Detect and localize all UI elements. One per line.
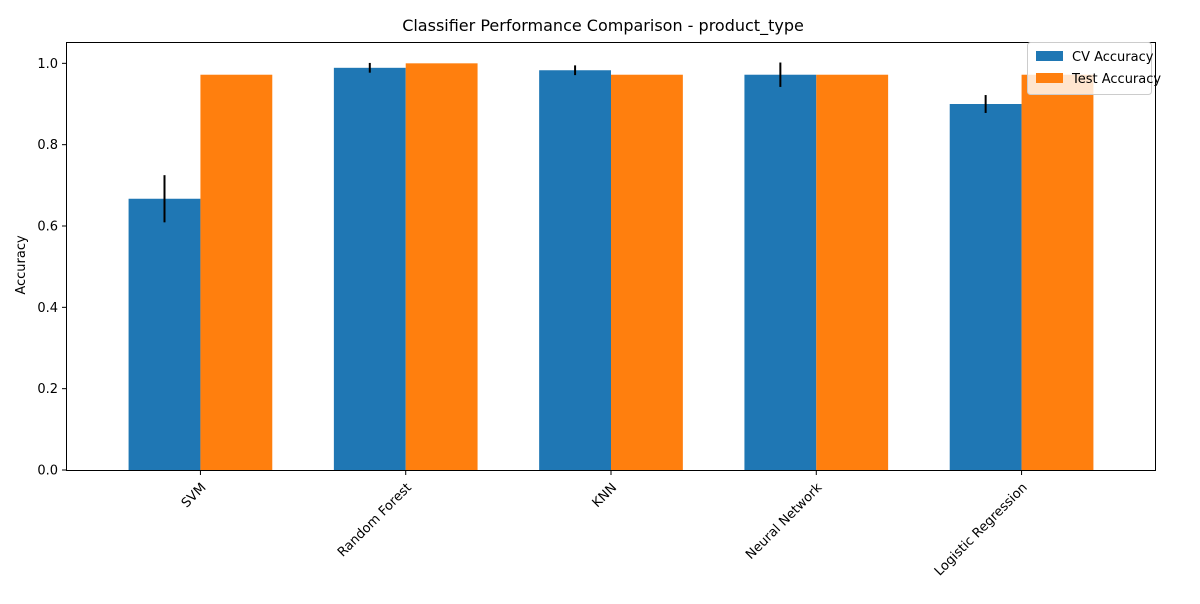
legend-swatch-cv-accuracy	[1036, 51, 1063, 61]
chart-title: Classifier Performance Comparison - prod…	[402, 16, 804, 36]
bar-cv-accuracy-logistic-regression	[949, 104, 1022, 470]
y-tick-label: 0.4	[37, 301, 58, 316]
bars-layer	[128, 63, 1094, 470]
bar-cv-accuracy-svm	[128, 198, 201, 470]
legend-swatch-test-accuracy	[1036, 73, 1063, 83]
y-tick-label: 0.0	[37, 464, 58, 479]
plot-frame	[66, 42, 1156, 471]
bar-cv-accuracy-knn	[539, 70, 611, 470]
bar-test-accuracy-svm	[200, 74, 273, 470]
legend: CV Accuracy Test Accuracy	[1027, 42, 1161, 95]
legend-entries: CV Accuracy Test Accuracy	[1036, 50, 1161, 87]
error-bars-layer	[163, 62, 987, 223]
bar-test-accuracy-random-forest	[405, 63, 478, 470]
bar-cv-accuracy-neural-network	[744, 74, 817, 470]
bar-test-accuracy-knn	[611, 74, 683, 470]
bar-test-accuracy-logistic-regression	[1021, 74, 1094, 470]
bar-cv-accuracy-random-forest	[333, 67, 406, 470]
y-tick-label: 0.2	[37, 382, 58, 397]
y-tick-label: 0.6	[37, 220, 58, 235]
y-tick-label: 1.0	[37, 57, 58, 72]
y-axis-label: Accuracy	[14, 235, 29, 295]
legend-label-test-accuracy: Test Accuracy	[1071, 72, 1161, 87]
bar-test-accuracy-neural-network	[816, 74, 889, 470]
y-tick-label: 0.8	[37, 138, 58, 153]
legend-label-cv-accuracy: CV Accuracy	[1072, 50, 1154, 65]
y-axis-ticks: 0.0 0.2 0.4 0.6 0.8 1.0	[37, 57, 67, 479]
